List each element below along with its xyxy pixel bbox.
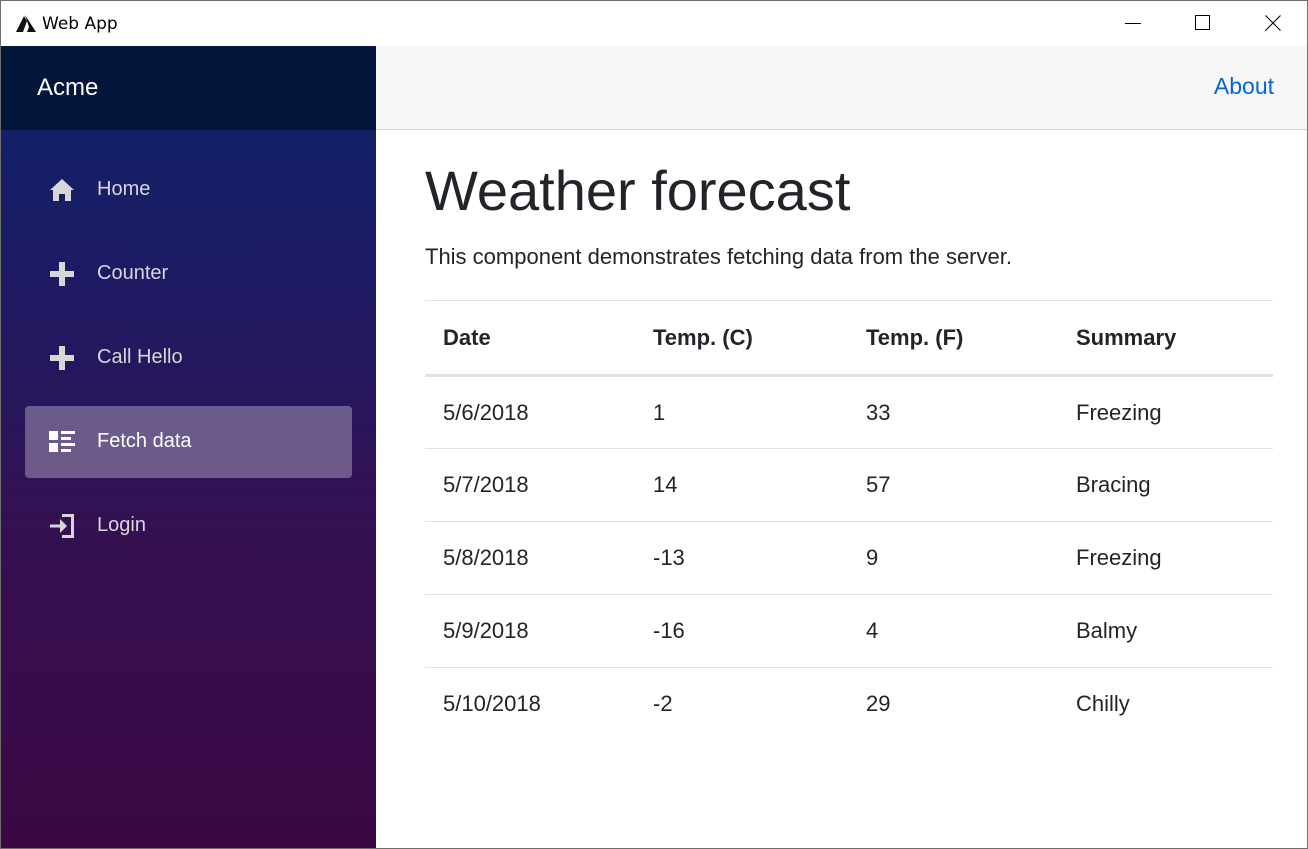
cell-temp-c: -2 <box>653 691 673 717</box>
home-icon <box>49 177 75 203</box>
login-icon <box>49 513 75 539</box>
sidebar: Acme Home Counter <box>1 46 376 848</box>
table-row: 5/10/2018 -2 29 Chilly <box>425 668 1273 741</box>
cell-summary: Freezing <box>1058 521 1273 595</box>
cell-summary: Balmy <box>1058 594 1273 668</box>
sidebar-item-label: Call Hello <box>97 346 183 368</box>
cell-summary: Chilly <box>1076 691 1130 717</box>
top-row: About <box>376 46 1307 130</box>
cell-summary: Bracing <box>1058 448 1273 522</box>
column-header-temp-f: Temp. (F) <box>848 300 1058 377</box>
page-title: Weather forecast <box>425 159 851 222</box>
table-header-row: Date Temp. (C) Temp. (F) Summary <box>425 300 1273 377</box>
list-rich-icon <box>49 429 75 455</box>
column-header-temp-c: Temp. (C) <box>635 300 848 377</box>
close-icon <box>1265 15 1281 31</box>
cell-date: 5/8/2018 <box>425 521 635 595</box>
column-header-date: Date <box>425 300 635 377</box>
column-header-summary: Summary <box>1058 300 1273 377</box>
sidebar-item-fetch-data[interactable]: Fetch data <box>25 406 352 478</box>
cell-temp-f: 29 <box>866 691 891 717</box>
table-row: 5/8/2018 -13 9 Freezing <box>425 521 1273 595</box>
page-description: This component demonstrates fetching dat… <box>425 244 1012 269</box>
sidebar-item-label: Counter <box>97 262 169 284</box>
window-title: Web App <box>42 14 118 34</box>
sidebar-item-home[interactable]: Home <box>25 154 352 226</box>
minimize-button[interactable] <box>1098 1 1168 46</box>
title-bar[interactable]: Web App <box>1 1 1307 46</box>
sidebar-item-counter[interactable]: Counter <box>25 238 352 310</box>
cell-temp-c: -13 <box>635 521 848 595</box>
cell-temp-f: 57 <box>848 448 1058 522</box>
app-logo-icon <box>15 13 37 33</box>
close-button[interactable] <box>1238 1 1307 46</box>
sidebar-item-label: Login <box>97 514 146 536</box>
cell-temp-f: 33 <box>848 375 1058 449</box>
maximize-icon <box>1195 15 1210 30</box>
plus-icon <box>49 345 75 371</box>
cell-date: 5/6/2018 <box>425 375 635 449</box>
maximize-button[interactable] <box>1168 1 1238 46</box>
brand-bar: Acme <box>1 46 376 130</box>
forecast-table: Date Temp. (C) Temp. (F) Summary 5/6/201… <box>425 300 1273 741</box>
cell-temp-f: 4 <box>848 594 1058 668</box>
cell-temp-c: -16 <box>635 594 848 668</box>
cell-date: 5/7/2018 <box>425 448 635 522</box>
sidebar-item-label: Fetch data <box>97 430 192 452</box>
sidebar-item-label: Home <box>97 178 151 200</box>
cell-temp-f: 9 <box>848 521 1058 595</box>
table-row: 5/9/2018 -16 4 Balmy <box>425 594 1273 668</box>
brand-name[interactable]: Acme <box>37 74 99 101</box>
cell-date: 5/9/2018 <box>425 594 635 668</box>
table-row: 5/6/2018 1 33 Freezing <box>425 375 1273 449</box>
cell-temp-c: 1 <box>635 375 848 449</box>
table-row: 5/7/2018 14 57 Bracing <box>425 448 1273 522</box>
cell-summary: Freezing <box>1058 375 1273 449</box>
cell-date: 5/10/2018 <box>443 691 541 717</box>
plus-icon <box>49 261 75 287</box>
about-link[interactable]: About <box>1213 73 1274 99</box>
cell-temp-c: 14 <box>635 448 848 522</box>
sidebar-item-call-hello[interactable]: Call Hello <box>25 322 352 394</box>
minimize-icon <box>1125 23 1141 24</box>
sidebar-item-login[interactable]: Login <box>25 490 352 562</box>
